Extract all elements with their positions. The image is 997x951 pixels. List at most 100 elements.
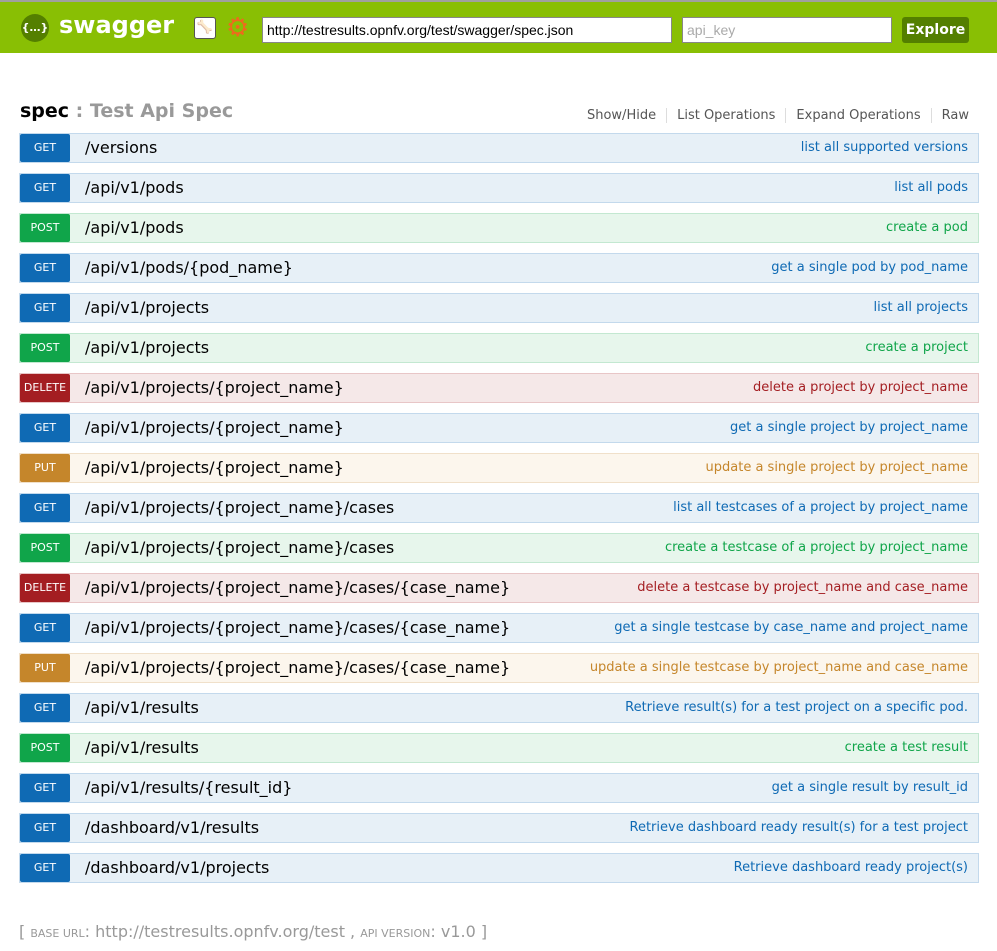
endpoint-path[interactable]: /api/v1/projects/{project_name}/cases [85, 498, 395, 517]
endpoint-description[interactable]: delete a testcase by project_name and ca… [637, 580, 968, 595]
method-badge[interactable]: GET [20, 414, 70, 442]
footer-info: [ base url: http://testresults.opnfv.org… [19, 922, 488, 941]
show-hide-link[interactable]: Show/Hide [577, 108, 668, 123]
endpoint-row[interactable]: DELETE/api/v1/projects/{project_name} del… [19, 373, 979, 403]
endpoint-path[interactable]: /api/v1/projects [85, 338, 210, 357]
endpoint-path[interactable]: /dashboard/v1/projects [85, 858, 270, 877]
method-badge[interactable]: GET [20, 134, 70, 162]
endpoint-description[interactable]: Retrieve dashboard ready project(s) [733, 860, 968, 875]
endpoint-path[interactable]: /api/v1/pods [85, 178, 184, 197]
base-url-label: base url [30, 927, 85, 940]
endpoint-description[interactable]: list all supported versions [800, 140, 968, 155]
endpoint-row[interactable]: GET/api/v1/pods/{pod_name} get a single p… [19, 253, 979, 283]
endpoint-path[interactable]: /api/v1/projects/{project_name}/cases/{c… [85, 618, 511, 637]
endpoint-description[interactable]: list all pods [894, 180, 968, 195]
top-bar: {…} swagger 🦴 ⚙ Explore [0, 0, 997, 53]
endpoint-description[interactable]: Retrieve dashboard ready result(s) for a… [629, 820, 968, 835]
endpoint-description[interactable]: get a single result by result_id [771, 780, 968, 795]
endpoint-description[interactable]: Retrieve result(s) for a test project on… [625, 700, 968, 715]
endpoint-row[interactable]: DELETE/api/v1/projects/{project_name}/ca… [19, 573, 979, 603]
endpoint-description[interactable]: create a testcase of a project by projec… [664, 540, 968, 555]
method-badge[interactable]: GET [20, 294, 70, 322]
explore-button[interactable]: Explore [902, 17, 969, 43]
method-badge[interactable]: GET [20, 774, 70, 802]
gear-icon[interactable]: ⚙ [226, 13, 250, 43]
endpoint-description[interactable]: get a single pod by pod_name [771, 260, 968, 275]
separator: : [69, 100, 90, 122]
endpoint-row[interactable]: GET/api/v1/projects/{project_name}/cases… [19, 613, 979, 643]
method-badge[interactable]: GET [20, 814, 70, 842]
endpoint-path[interactable]: /api/v1/projects/{project_name} [85, 378, 344, 397]
endpoint-row[interactable]: GET/api/v1/results Retrieve result(s) for… [19, 693, 979, 723]
endpoint-path[interactable]: /dashboard/v1/results [85, 818, 260, 837]
endpoint-row[interactable]: GET/api/v1/results/{result_id} get a sing… [19, 773, 979, 803]
bone-icon[interactable]: 🦴 [194, 17, 216, 39]
method-badge[interactable]: GET [20, 494, 70, 522]
endpoint-row[interactable]: PUT/api/v1/projects/{project_name} update… [19, 453, 979, 483]
endpoint-row[interactable]: GET/api/v1/projects/{project_name} get a … [19, 413, 979, 443]
endpoint-path[interactable]: /api/v1/pods [85, 218, 184, 237]
endpoint-row[interactable]: GET/dashboard/v1/results Retrieve dashboa… [19, 813, 979, 843]
method-badge[interactable]: DELETE [20, 574, 70, 602]
expand-operations-link[interactable]: Expand Operations [786, 108, 932, 123]
api-key-input[interactable] [682, 17, 892, 43]
method-badge[interactable]: POST [20, 534, 70, 562]
method-badge[interactable]: DELETE [20, 374, 70, 402]
endpoint-description[interactable]: get a single testcase by case_name and p… [614, 620, 968, 635]
endpoint-path[interactable]: /api/v1/projects/{project_name} [85, 458, 344, 477]
endpoint-description[interactable]: list all testcases of a project by proje… [673, 500, 968, 515]
endpoint-row[interactable]: GET/versions list all supported versions [19, 133, 979, 163]
method-badge[interactable]: GET [20, 694, 70, 722]
api-version: v1.0 [440, 922, 476, 941]
endpoint-path[interactable]: /api/v1/projects/{project_name}/cases/{c… [85, 658, 511, 677]
endpoint-description[interactable]: update a single testcase by project_name… [589, 660, 968, 675]
endpoint-path[interactable]: /api/v1/results/{result_id} [85, 778, 293, 797]
endpoint-description[interactable]: list all projects [873, 300, 968, 315]
method-badge[interactable]: POST [20, 734, 70, 762]
endpoint-path[interactable]: /api/v1/projects/{project_name} [85, 418, 344, 437]
endpoint-description[interactable]: get a single project by project_name [729, 420, 968, 435]
endpoint-row[interactable]: POST/api/v1/pods create a pod [19, 213, 979, 243]
endpoint-path[interactable]: /api/v1/pods/{pod_name} [85, 258, 293, 277]
method-badge[interactable]: GET [20, 854, 70, 882]
comma: , [344, 922, 361, 941]
method-badge[interactable]: PUT [20, 454, 70, 482]
endpoint-description[interactable]: create a pod [886, 220, 968, 235]
endpoint-row[interactable]: GET/api/v1/pods list all pods [19, 173, 979, 203]
endpoint-row[interactable]: GET/dashboard/v1/projects Retrieve dashbo… [19, 853, 979, 883]
endpoint-row[interactable]: GET/api/v1/projects/{project_name}/cases… [19, 493, 979, 523]
base-url: http://testresults.opnfv.org/test [95, 922, 345, 941]
raw-link[interactable]: Raw [941, 108, 969, 123]
endpoint-path[interactable]: /api/v1/projects/{project_name}/cases [85, 538, 395, 557]
endpoint-description[interactable]: delete a project by project_name [752, 380, 968, 395]
spec-name[interactable]: spec [20, 100, 70, 122]
operations-menu: Show/Hide List Operations Expand Operati… [577, 108, 969, 123]
endpoint-row[interactable]: POST/api/v1/results create a test result [19, 733, 979, 763]
endpoint-path[interactable]: /api/v1/results [85, 738, 199, 757]
method-badge[interactable]: POST [20, 334, 70, 362]
method-badge[interactable]: GET [20, 614, 70, 642]
logo-text[interactable]: swagger [59, 11, 175, 39]
endpoint-description[interactable]: update a single project by project_name [705, 460, 968, 475]
bracket-close: ] [475, 922, 488, 941]
endpoint-description[interactable]: create a project [865, 340, 968, 355]
spec-url-input[interactable] [262, 17, 672, 43]
bracket-open: [ [19, 922, 31, 941]
method-badge[interactable]: GET [20, 254, 70, 282]
spec-title: Test Api Spec [89, 100, 234, 122]
method-badge[interactable]: POST [20, 214, 70, 242]
list-operations-link[interactable]: List Operations [667, 108, 787, 123]
endpoint-row[interactable]: POST/api/v1/projects create a project [19, 333, 979, 363]
endpoint-row[interactable]: POST/api/v1/projects/{project_name}/case… [19, 533, 979, 563]
endpoint-path[interactable]: /api/v1/projects/{project_name}/cases/{c… [85, 578, 511, 597]
method-badge[interactable]: PUT [20, 654, 70, 682]
page-title: spec : Test Api Spec [20, 100, 233, 122]
swagger-logo-icon[interactable]: {…} [21, 14, 49, 42]
endpoint-description[interactable]: create a test result [844, 740, 968, 755]
method-badge[interactable]: GET [20, 174, 70, 202]
endpoint-path[interactable]: /api/v1/results [85, 698, 199, 717]
endpoint-path[interactable]: /versions [85, 138, 158, 157]
endpoint-path[interactable]: /api/v1/projects [85, 298, 210, 317]
endpoint-row[interactable]: GET/api/v1/projects list all projects [19, 293, 979, 323]
endpoint-row[interactable]: PUT/api/v1/projects/{project_name}/cases… [19, 653, 979, 683]
